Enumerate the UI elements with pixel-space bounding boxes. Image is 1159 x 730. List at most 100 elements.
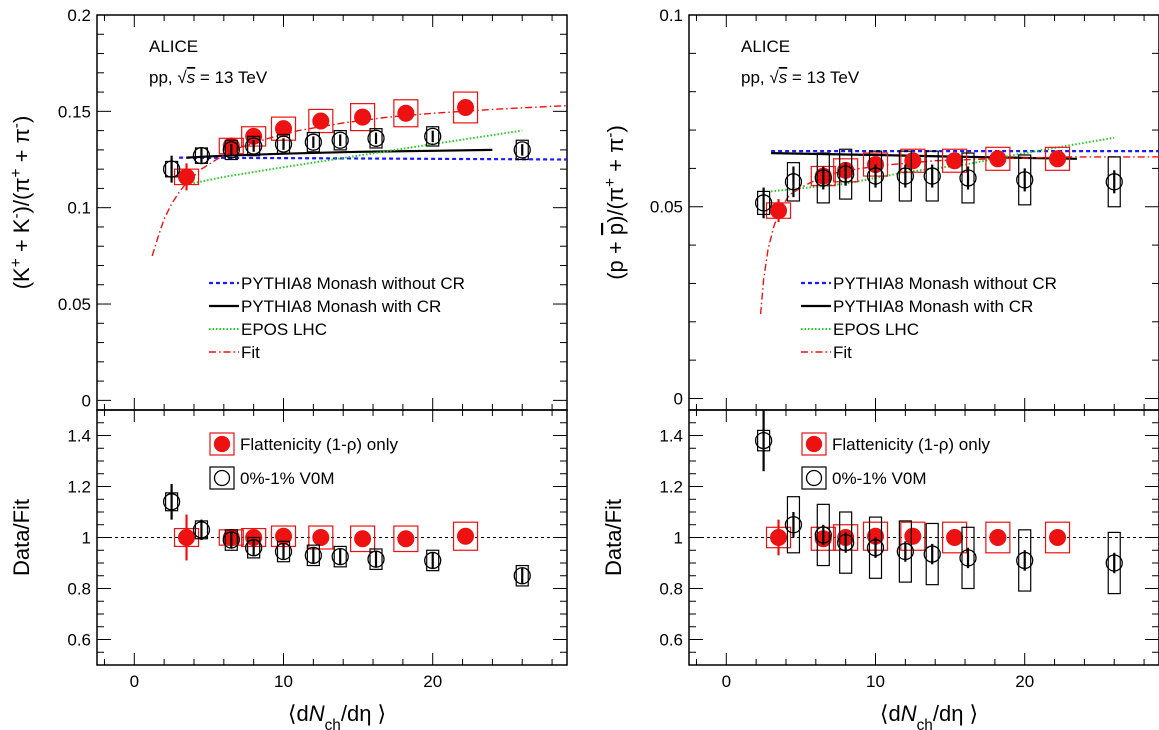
bottom-point-v0m xyxy=(959,549,977,567)
x-tick-label: 0 xyxy=(130,672,139,691)
experiment-label: ALICE xyxy=(741,37,790,56)
y-tick-label: 0 xyxy=(674,389,683,408)
top-sys-box xyxy=(515,139,529,161)
bottom-sys-box xyxy=(308,525,334,550)
bottom-point-flattenicity xyxy=(989,529,1007,546)
legend-label: PYTHIA8 Monash without CR xyxy=(241,274,465,293)
bottom-point-v0m xyxy=(754,431,773,450)
top-point-v0m xyxy=(1105,173,1123,191)
bottom-sys-box xyxy=(276,540,291,563)
bottom-point-v0m xyxy=(274,542,293,561)
top-sys-box xyxy=(452,91,479,124)
bottom-sys-box xyxy=(1018,529,1032,592)
top-sys-box xyxy=(1018,154,1032,206)
y-tick-label: 1.4 xyxy=(659,427,683,446)
bottom-point-flattenicity xyxy=(770,529,788,546)
x-tick-label: 0 xyxy=(722,672,731,691)
bottom-sys-box xyxy=(961,526,975,590)
bottom-point-v0m xyxy=(367,550,385,568)
top-point-v0m xyxy=(192,147,211,165)
top-point-v0m xyxy=(162,160,181,178)
legend-box xyxy=(209,432,235,456)
bottom-sys-box xyxy=(515,564,529,587)
legend-label: PYTHIA8 Monash with CR xyxy=(833,297,1033,316)
bottom-sys-box xyxy=(1107,531,1121,595)
bottom-sys-box xyxy=(941,521,968,554)
legend-box xyxy=(209,466,235,490)
y-tick-label: 0.15 xyxy=(58,102,91,121)
y-tick-label: 0 xyxy=(82,391,91,410)
bottom-point-v0m xyxy=(304,546,322,564)
top-point-v0m xyxy=(222,141,240,159)
top-sys-box xyxy=(786,162,801,202)
panel-right: 0 10 20 0 0.05 0.1 0.6 0.8 1 1.2 1.4 ALICE pp, √s = … xyxy=(601,6,1159,730)
curve-black-solid xyxy=(771,152,1077,160)
top-sys-box xyxy=(349,103,376,132)
y-tick-label: 0.1 xyxy=(67,199,91,218)
top-point-v0m xyxy=(814,169,832,187)
panel-left: 0 10 20 0 0.05 0.1 0.15 0.2 0.6 0.8 1 1.2 1.4 ALICE pp… xyxy=(8,6,568,730)
top-sys-box xyxy=(898,150,912,202)
bottom-sys-box xyxy=(224,529,238,551)
bottom-point-flattenicity xyxy=(904,527,922,545)
bottom-point-v0m xyxy=(245,539,263,557)
y-tick-label: 1.2 xyxy=(67,478,91,497)
bottom-point-v0m xyxy=(896,542,914,561)
top-sys-box xyxy=(1044,146,1071,171)
bottom-point-v0m xyxy=(1016,551,1034,570)
y-tick-label: 0.6 xyxy=(67,631,91,650)
curve-green-dotted xyxy=(186,129,523,186)
top-point-v0m xyxy=(923,167,941,185)
top-point-v0m xyxy=(331,131,349,149)
curve-blue-dashed xyxy=(179,156,568,161)
top-point-v0m xyxy=(513,141,531,159)
curve-black-solid xyxy=(186,148,493,159)
x-tick-label: 10 xyxy=(274,672,293,691)
legend-marker xyxy=(805,435,823,453)
bottom-point-v0m xyxy=(162,493,181,511)
legend-label: EPOS LHC xyxy=(241,320,327,339)
legend-label: Flattenicity (1-ρ) only xyxy=(832,435,990,454)
bottom-sys-box xyxy=(1044,521,1071,554)
y-tick-label: 0.05 xyxy=(58,295,91,314)
top-sys-box xyxy=(985,146,1011,171)
bottom-sys-box xyxy=(426,549,440,572)
top-point-v0m xyxy=(304,133,322,151)
bottom-point-v0m xyxy=(784,516,803,534)
bottom-sys-box xyxy=(393,525,419,553)
bottom-sys-box xyxy=(349,525,376,553)
bottom-sys-box xyxy=(898,520,912,583)
bottom-sys-box xyxy=(786,496,801,554)
top-point-v0m xyxy=(784,173,803,191)
top-point-v0m xyxy=(866,167,885,185)
legend-label: PYTHIA8 Monash without CR xyxy=(833,274,1057,293)
bottom-point-flattenicity xyxy=(178,529,196,546)
y-axis-title-bottom: Data/Fit xyxy=(9,499,34,576)
y-axis-title-top: (K+ + K-)/(π+ + π-) xyxy=(8,116,35,290)
curve-red-dashdot xyxy=(151,104,568,257)
bottom-point-flattenicity xyxy=(354,530,372,548)
curve-red-dashdot xyxy=(759,156,1159,315)
experiment-label: ALICE xyxy=(149,37,198,56)
bottom-point-flattenicity xyxy=(457,527,475,545)
bottom-point-flattenicity xyxy=(312,529,330,546)
top-point-v0m xyxy=(896,167,914,185)
legend-label: Fit xyxy=(833,343,852,362)
bottom-sys-box xyxy=(452,521,479,551)
x-tick-label: 10 xyxy=(866,672,885,691)
legend-label: PYTHIA8 Monash with CR xyxy=(241,297,441,316)
legend-marker xyxy=(213,435,231,453)
top-sys-box xyxy=(925,150,939,202)
bottom-point-v0m xyxy=(837,533,855,552)
bottom-point-v0m xyxy=(331,547,349,566)
legend-label: 0%-1% V0M xyxy=(832,469,926,488)
bottom-point-v0m xyxy=(424,551,442,570)
bottom-sys-box xyxy=(925,522,939,586)
top-sys-box xyxy=(306,131,320,153)
top-point-flattenicity xyxy=(1049,150,1067,168)
top-point-flattenicity xyxy=(312,112,330,130)
top-point-flattenicity xyxy=(354,108,372,126)
bottom-point-v0m xyxy=(866,539,885,557)
y-tick-label: 0.8 xyxy=(659,580,683,599)
top-point-v0m xyxy=(837,165,855,183)
